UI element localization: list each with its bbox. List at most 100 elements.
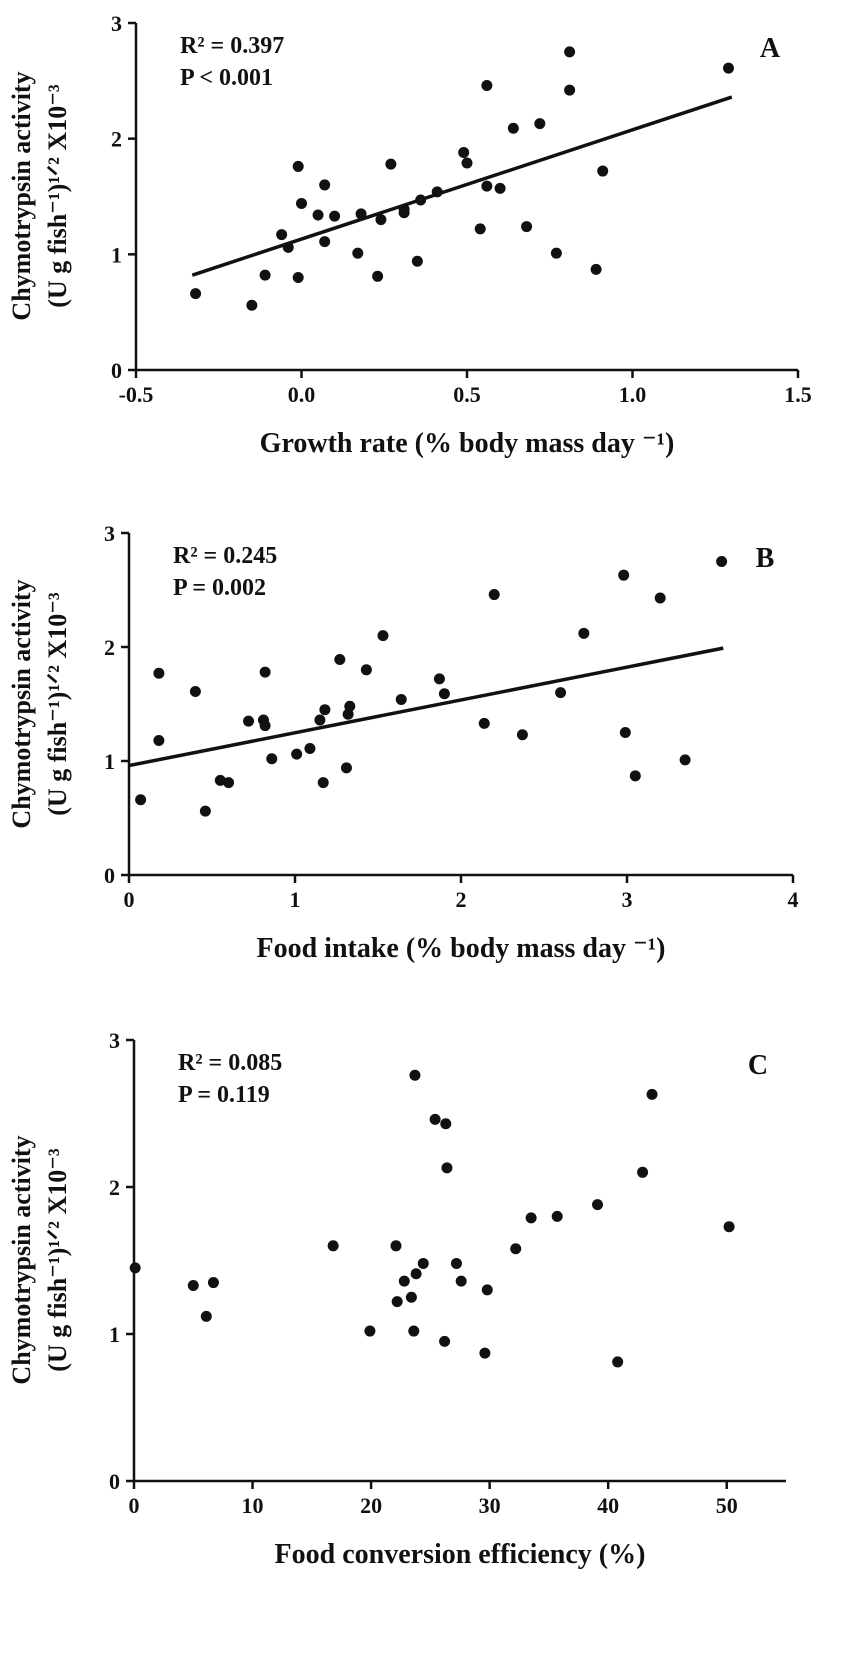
x-tick-label: 1.0 [619, 382, 647, 407]
data-point [329, 210, 341, 222]
x-tick-label: 0 [129, 1493, 140, 1518]
data-point [592, 1199, 604, 1211]
data-point [564, 84, 576, 96]
y-axis-title-line-2: (U g fish⁻¹)¹ᐟ² X10⁻³ [43, 84, 72, 308]
data-point [398, 1275, 410, 1287]
data-point [153, 734, 165, 746]
data-point [411, 255, 423, 267]
data-point [314, 714, 326, 726]
data-point [441, 1162, 453, 1174]
data-point [317, 777, 329, 789]
data-point [429, 1113, 441, 1125]
y-tick-label: 3 [111, 11, 122, 36]
y-axis-title-line-2: (U g fish⁻¹)¹ᐟ² X10⁻³ [43, 592, 72, 816]
data-point [478, 717, 490, 729]
panel-a: 0 1 2 3 -0.5 0.0 0.5 1.0 1.5 Growth rate (% body … [7, 11, 812, 459]
data-point [327, 1240, 339, 1252]
data-point [409, 1069, 421, 1081]
data-point [433, 673, 445, 685]
data-point [637, 1166, 649, 1178]
y-tick-label: 1 [104, 749, 115, 774]
data-point [516, 729, 528, 741]
data-point [629, 770, 641, 782]
data-point [276, 229, 288, 241]
data-point [440, 1118, 452, 1130]
y-tick-label: 0 [109, 1469, 120, 1494]
data-point [259, 666, 271, 678]
x-tick-label: 50 [716, 1493, 738, 1518]
x-tick-label: 4 [788, 887, 799, 912]
x-tick-label: 30 [479, 1493, 501, 1518]
data-point [619, 727, 631, 738]
data-point [450, 1257, 462, 1269]
x-tick-label: 1.5 [784, 382, 812, 407]
data-point [243, 715, 255, 727]
data-point [312, 209, 324, 221]
data-point [352, 247, 364, 259]
y-axis-title-line-1: Chymotrypsin activity [7, 1135, 36, 1384]
data-point [199, 805, 211, 817]
data-point [415, 194, 427, 206]
data-point [438, 688, 450, 700]
data-point [355, 208, 367, 220]
r-squared-text: R² = 0.085 [178, 1050, 282, 1076]
data-point [319, 704, 331, 716]
data-point [292, 271, 304, 283]
data-point [455, 1275, 467, 1287]
data-point [187, 1279, 199, 1291]
r-squared-text: R² = 0.397 [180, 33, 284, 59]
x-tick-label: -0.5 [119, 382, 154, 407]
panel-letter: A [760, 33, 781, 64]
data-point [494, 182, 506, 194]
data-point [590, 263, 602, 275]
y-axis-title-line-1: Chymotrypsin activity [7, 71, 36, 320]
x-tick-label: 3 [622, 887, 633, 912]
p-value-text: P = 0.002 [173, 575, 266, 601]
data-point [488, 589, 500, 601]
data-point [555, 687, 567, 699]
data-point [360, 664, 372, 676]
data-point [135, 794, 147, 806]
data-point [481, 79, 493, 91]
regression-line [128, 646, 724, 768]
panel-letter: B [756, 543, 775, 574]
y-axis-title-line-1: Chymotrypsin activity [7, 579, 36, 828]
data-point [291, 748, 303, 760]
y-tick-label: 2 [104, 635, 115, 660]
x-tick-label: 20 [360, 1493, 382, 1518]
data-point [189, 685, 201, 697]
data-point [564, 46, 576, 58]
data-point [417, 1257, 429, 1269]
x-tick-label: 1 [290, 887, 301, 912]
panel-letter: C [748, 1050, 768, 1081]
data-point [364, 1325, 376, 1337]
data-point [716, 556, 728, 567]
data-point [723, 1221, 735, 1233]
data-point [372, 270, 384, 282]
data-point [390, 1240, 402, 1252]
x-tick-label: 0.5 [453, 382, 481, 407]
data-point [391, 1296, 403, 1308]
y-tick-label: 2 [109, 1175, 120, 1200]
data-point [679, 754, 691, 766]
data-point [190, 288, 202, 300]
data-point [534, 118, 546, 130]
x-tick-label: 2 [456, 887, 467, 912]
data-point [319, 236, 331, 248]
data-point [612, 1356, 624, 1368]
data-point [597, 165, 609, 177]
data-point [654, 592, 666, 604]
data-point [551, 1210, 563, 1222]
data-point [461, 157, 473, 169]
x-tick-label: 0.0 [288, 382, 316, 407]
x-axis-title: Growth rate (% body mass day ⁻¹) [260, 428, 675, 459]
data-point [474, 223, 486, 235]
data-point [618, 569, 630, 581]
p-value-text: P = 0.119 [178, 1082, 270, 1108]
data-point [344, 700, 356, 712]
r-squared-text: R² = 0.245 [173, 543, 277, 569]
data-point [385, 158, 397, 170]
y-tick-label: 0 [111, 358, 122, 383]
